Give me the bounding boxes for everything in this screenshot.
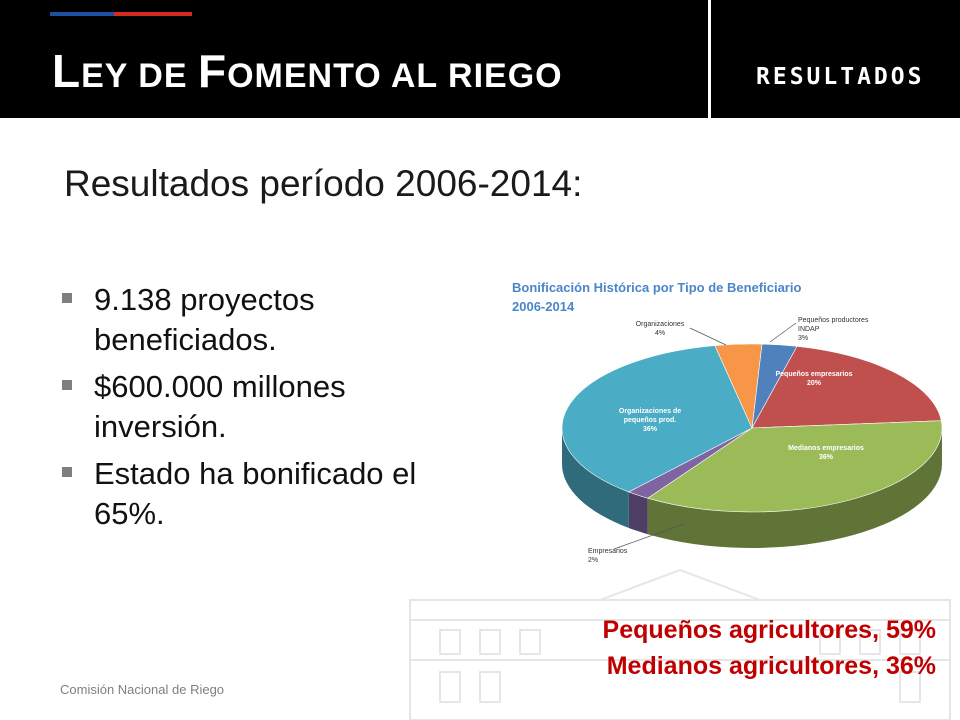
pie-value-label-2: 36% [819,454,834,461]
pie-category-label-3: Empresarios [588,548,628,555]
title-cap-2: F [197,45,228,97]
highlight-box: Pequeños agricultores, 59% Medianos agri… [500,612,936,684]
pie-slice-1 [751,346,942,429]
pie-leader-line-5 [689,327,727,346]
pie-leader-line-3 [613,523,685,550]
pie-category-label-4: Organizaciones de [619,408,681,415]
pie-slice-4 [561,345,753,493]
header-bar: LEY DE FOMENTO AL RIEGO RESULTADOS [0,0,960,118]
building-watermark [409,569,951,720]
footer-text: Comisión Nacional de Riego [60,682,225,697]
pie-category-label-1: Pequeños empresarios [775,371,852,378]
title-rest-1: EY DE [81,57,198,95]
pie-value-label-0: 3% [798,335,808,342]
chart-title-line: Bonificación Histórica por Tipo de Benef… [512,280,802,295]
pie-category-label-5: Organizaciones [636,321,685,328]
chart-title: Bonificación Histórica por Tipo de Benef… [512,278,801,316]
pie-slice-side-3 [628,491,648,535]
chart-title-line: 2006-2014 [512,299,575,314]
pie-category-label-0: INDAP [798,326,820,333]
pie-category-label-0: Pequeños productores [798,317,869,324]
pie-chart: Pequeños productores INDAP 3% Pequeños empr… [561,317,943,564]
pie-value-label-1: 20% [807,380,822,387]
title-rest-2: OMENTO AL RIEGO [227,57,563,95]
pie-slice-side-2 [647,428,942,548]
flag-stripe-blue [50,12,114,16]
pie-slice-2 [646,420,943,513]
flag-stripe-red [114,12,192,16]
pie-value-label-3: 2% [588,557,598,564]
highlight-small-farmers: Pequeños agricultores, 59% [602,616,936,644]
pie-category-label-2: Medianos empresarios [788,445,864,452]
bullet-item: Estado ha bonificado el 65%. [62,454,462,534]
highlight-medium-farmers: Medianos agricultores, 36% [606,652,936,680]
slide-title: LEY DE FOMENTO AL RIEGO [52,44,563,98]
slide-subtitle: Resultados período 2006-2014: [64,163,583,204]
pie-category-label-4: pequeños prod. [624,417,677,424]
header-divider [708,0,711,118]
pie-leader-line-0 [769,322,797,343]
pie-value-label-5: 4% [655,330,665,337]
section-label: RESULTADOS [756,64,925,90]
flag-stripe [50,12,192,16]
pie-slice-5 [714,343,763,430]
title-cap-1: L [52,45,82,97]
bullet-list: 9.138 proyectos beneficiados. $600.000 m… [62,280,462,541]
pie-value-label-4: 36% [643,426,658,433]
bullet-item: $600.000 millones inversión. [62,367,462,447]
bullet-item: 9.138 proyectos beneficiados. [62,280,462,360]
pie-slice-side-4 [562,428,629,528]
